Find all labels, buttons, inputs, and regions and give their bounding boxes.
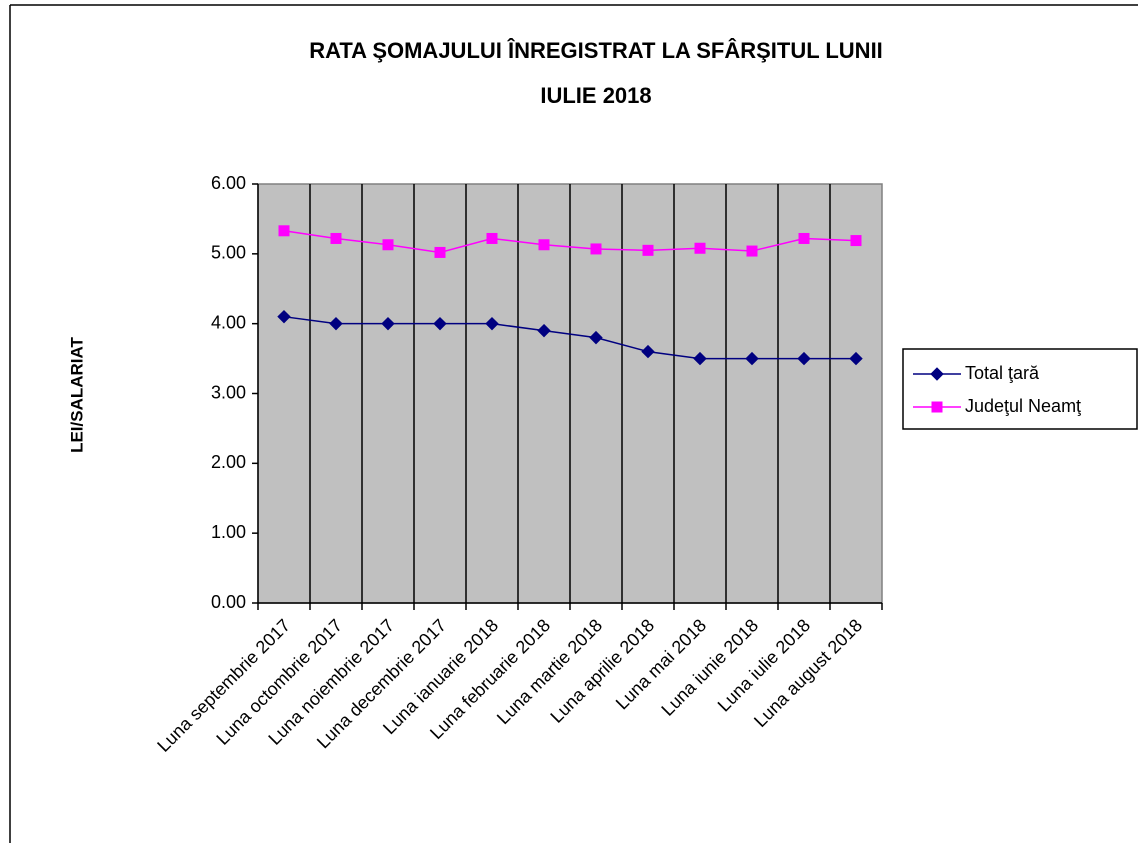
- point-marker: [798, 232, 810, 244]
- x-tick-label: Luna iulie 2018: [714, 615, 814, 715]
- point-marker: [589, 330, 603, 345]
- point-marker: [538, 239, 550, 251]
- point-marker: [381, 316, 395, 331]
- point-marker: [694, 242, 706, 254]
- y-tick-label: 0.00: [211, 592, 246, 612]
- x-tick-label: Luna mai 2018: [612, 615, 710, 713]
- y-tick-label: 1.00: [211, 522, 246, 542]
- y-tick-label: 5.00: [211, 243, 246, 263]
- series-line: [283, 230, 857, 254]
- point-marker: [693, 351, 707, 366]
- point-marker: [797, 351, 811, 366]
- point-marker: [849, 351, 863, 366]
- point-marker: [850, 235, 862, 247]
- point-marker: [433, 316, 447, 331]
- point-marker: [382, 239, 394, 251]
- point-marker: [434, 246, 446, 258]
- point-marker: [931, 401, 943, 413]
- chart-title: IULIE 2018: [540, 83, 651, 108]
- point-marker: [641, 344, 655, 359]
- point-marker: [590, 243, 602, 255]
- point-marker: [746, 245, 758, 257]
- y-tick-label: 4.00: [211, 312, 246, 332]
- chart-title: RATA ŞOMAJULUI ÎNREGISTRAT LA SFÂRŞITUL …: [309, 38, 883, 63]
- point-marker: [277, 309, 291, 324]
- point-marker: [642, 244, 654, 256]
- legend-label: Judeţul Neamţ: [965, 396, 1081, 416]
- point-marker: [486, 232, 498, 244]
- series-line: [283, 315, 856, 360]
- point-marker: [329, 316, 343, 331]
- point-marker: [537, 323, 551, 338]
- y-tick-label: 2.00: [211, 452, 246, 472]
- point-marker: [485, 316, 499, 331]
- legend-box: [902, 348, 1138, 430]
- point-marker: [278, 225, 290, 237]
- point-marker: [930, 367, 944, 381]
- point-marker: [745, 351, 759, 366]
- y-tick-label: 3.00: [211, 382, 246, 402]
- legend-label: Total ţară: [965, 363, 1040, 383]
- point-marker: [330, 232, 342, 244]
- y-tick-label: 6.00: [211, 173, 246, 193]
- y-axis-label: LEI/SALARIAT: [67, 336, 86, 452]
